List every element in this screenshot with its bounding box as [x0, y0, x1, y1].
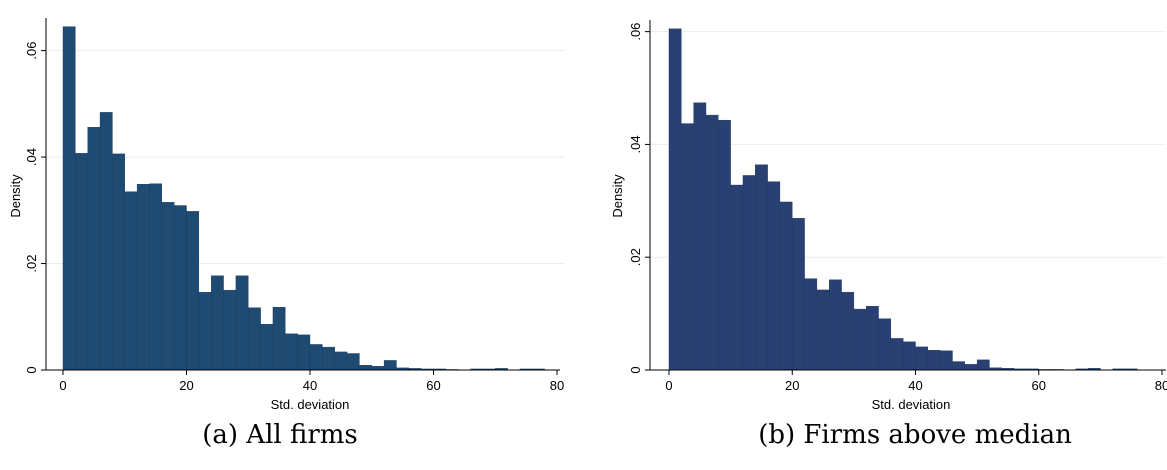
histogram-bar	[87, 127, 101, 371]
x-tick-label: 80	[550, 378, 564, 393]
histogram-bar	[359, 365, 372, 371]
caption-firms-above-median: (b) Firms above median	[758, 420, 1072, 450]
histogram-bar	[705, 114, 719, 371]
histogram-bar	[334, 351, 348, 371]
histogram-bar	[755, 164, 768, 371]
histogram-bar	[235, 275, 249, 371]
histogram-bar	[75, 153, 88, 371]
x-tick-label: 0	[665, 378, 672, 393]
histogram-bar	[804, 278, 818, 371]
histogram-bar	[112, 153, 125, 371]
histogram-bar	[285, 333, 298, 371]
histogram-bar	[890, 338, 904, 371]
histogram-bar	[383, 360, 397, 371]
y-tick-label: 0	[628, 366, 643, 373]
histogram-bar	[346, 353, 360, 371]
histogram-bar	[260, 324, 274, 371]
x-tick-label: 40	[303, 378, 317, 393]
y-tick-label: .04	[628, 135, 643, 153]
histogram-bar	[866, 306, 879, 371]
histogram-bar	[210, 275, 224, 371]
x-tick-label: 60	[426, 378, 440, 393]
y-tick-label: .04	[24, 148, 39, 166]
axes: 0 .02 .04 .06 0 20 40 60 80	[24, 18, 564, 393]
histogram-bar	[841, 291, 855, 371]
x-tick-label: 20	[785, 378, 799, 393]
y-tick-label: .02	[24, 254, 39, 272]
y-tick-label: .02	[628, 248, 643, 266]
histogram-bar	[99, 112, 113, 371]
histogram-bar	[792, 218, 805, 371]
histogram-bar	[149, 183, 162, 371]
histogram-bar	[62, 26, 76, 371]
histogram-bar	[718, 119, 731, 371]
histogram-firms-above-median: 0 .02 .04 .06 0 20 40 60 80 Std. deviation Densi…	[610, 20, 1167, 410]
y-axis-label: Density	[610, 174, 625, 218]
histogram-bar	[198, 292, 212, 371]
histogram-bar	[939, 350, 953, 371]
histogram-bar	[173, 205, 187, 371]
bars	[62, 26, 545, 371]
y-axis-label: Density	[8, 174, 23, 218]
histogram-bar	[767, 181, 781, 371]
histogram-bar	[853, 308, 867, 371]
histogram-bar	[816, 289, 830, 371]
histogram-bar	[272, 306, 286, 371]
histogram-bar	[668, 28, 682, 371]
histogram-all-firms: 0 .02 .04 .06 0 20 40 60 80 Std. deviation Densi…	[8, 18, 565, 410]
histogram-bar	[186, 211, 200, 371]
histogram-bar	[322, 346, 335, 371]
x-tick-label: 80	[1155, 378, 1167, 393]
histogram-bar	[124, 191, 138, 371]
histogram-bar	[223, 289, 237, 371]
y-tick-label: .06	[24, 42, 39, 60]
x-axis-label: Std. deviation	[271, 397, 350, 410]
y-tick-label: .06	[628, 23, 643, 41]
histogram-bar	[952, 361, 966, 371]
histogram-bar	[681, 123, 694, 371]
x-axis-label: Std. deviation	[872, 397, 951, 410]
x-tick-label: 20	[179, 378, 193, 393]
histogram-bar	[742, 175, 756, 371]
bars	[668, 28, 1138, 371]
histogram-bar	[927, 350, 941, 371]
histogram-bar	[136, 184, 150, 371]
histogram-bar	[976, 359, 990, 371]
caption-all-firms: (a) All firms	[202, 420, 358, 450]
x-tick-label: 60	[1032, 378, 1046, 393]
histogram-bar	[878, 318, 892, 371]
histogram-bar	[309, 344, 323, 371]
histogram-bar	[779, 201, 793, 371]
histogram-bar	[161, 202, 175, 371]
histogram-bar	[297, 334, 311, 371]
histogram-bar	[730, 184, 744, 371]
histogram-bar	[829, 279, 842, 371]
histogram-bar	[915, 346, 929, 371]
y-tick-label: 0	[24, 366, 39, 373]
histogram-bar	[693, 102, 707, 371]
x-tick-label: 40	[908, 378, 922, 393]
axes: 0 .02 .04 .06 0 20 40 60 80	[628, 20, 1167, 393]
histogram-bar	[371, 366, 385, 371]
histogram-bar	[964, 364, 978, 371]
histogram-bar	[902, 341, 916, 371]
x-tick-label: 0	[59, 378, 66, 393]
histogram-bar	[248, 307, 261, 371]
